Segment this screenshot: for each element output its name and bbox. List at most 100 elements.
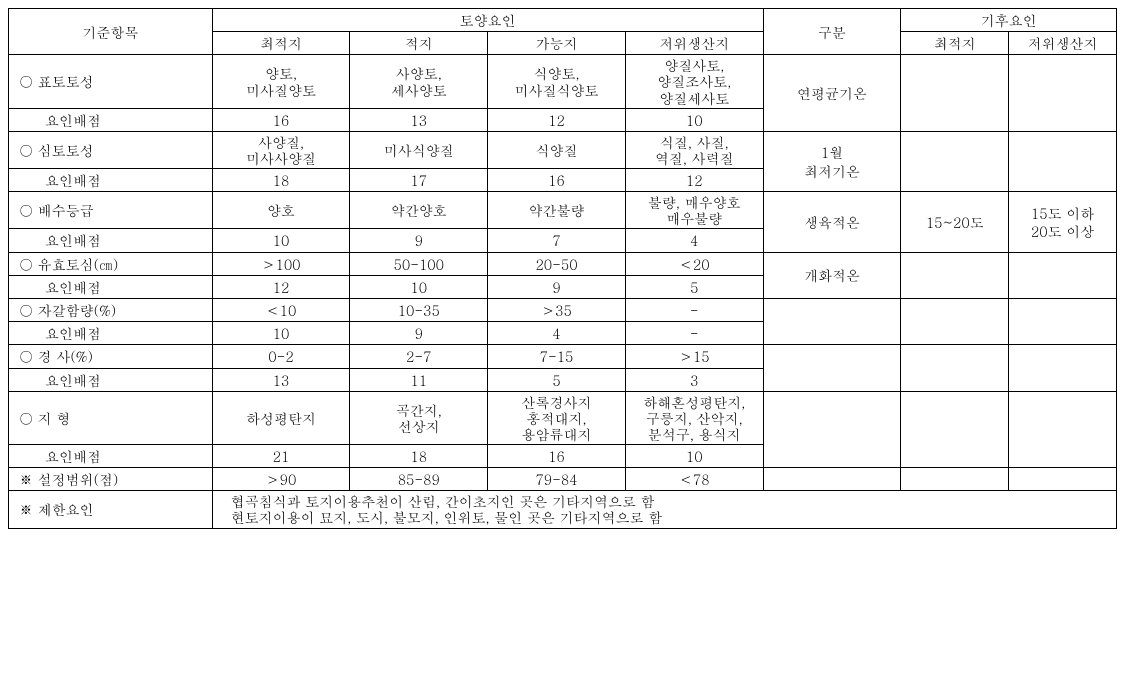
cell: 17: [350, 169, 488, 192]
climate-cell: [1009, 345, 1117, 391]
cell: 양질사토, 양질조사토, 양질세사토: [625, 55, 763, 108]
cell: -: [625, 298, 763, 321]
cell: 12: [625, 169, 763, 192]
row-label: 유효토심(㎝): [9, 252, 213, 275]
cell: 산록경사지 홍적대지, 용암류대지: [488, 391, 626, 444]
cell: 5: [625, 275, 763, 298]
cell: 4: [488, 322, 626, 345]
category-cell: [763, 298, 901, 344]
cell: [901, 468, 1009, 491]
row-label: 배수등급: [9, 192, 213, 229]
cell: ＞90: [212, 468, 350, 491]
climate-cell: [1009, 252, 1117, 298]
cell: 식양토, 미사질식양토: [488, 55, 626, 108]
cell: ＜20: [625, 252, 763, 275]
climate-cell: 15도 이하 20도 이상: [1009, 192, 1117, 252]
row-sublabel: 요인배점: [9, 108, 213, 131]
cell: 하해혼성평탄지, 구릉지, 산악지, 분석구, 용식지: [625, 391, 763, 444]
cell: 양호: [212, 192, 350, 229]
cell: 85-89: [350, 468, 488, 491]
cell: 양토, 미사질양토: [212, 55, 350, 108]
header-soil-col: 가능지: [488, 32, 626, 55]
cell: 7-15: [488, 345, 626, 368]
cell: 5: [488, 368, 626, 391]
cell: 약간양호: [350, 192, 488, 229]
cell: 10: [212, 322, 350, 345]
limit-label: 제한요인: [9, 491, 213, 528]
cell: 16: [488, 445, 626, 468]
cell: 16: [488, 169, 626, 192]
cell: 곡간지, 선상지: [350, 391, 488, 444]
row-sublabel: 요인배점: [9, 445, 213, 468]
cell: 미사식양질: [350, 131, 488, 168]
row-sublabel: 요인배점: [9, 275, 213, 298]
cell: 50-100: [350, 252, 488, 275]
criteria-table: 기준항목 토양요인 구분 기후요인 최적지 적지 가능지 저위생산지 최적지 저…: [8, 8, 1117, 529]
climate-cell: 15~20도: [901, 192, 1009, 252]
cell: ＞100: [212, 252, 350, 275]
row-label: 표토토성: [9, 55, 213, 108]
cell: 4: [625, 229, 763, 252]
category-cell: 개화적온: [763, 252, 901, 298]
cell: 18: [350, 445, 488, 468]
row-label: 경 사(%): [9, 345, 213, 368]
row-sublabel: 요인배점: [9, 322, 213, 345]
cell: 13: [212, 368, 350, 391]
cell: 10-35: [350, 298, 488, 321]
cell: 12: [212, 275, 350, 298]
cell: 21: [212, 445, 350, 468]
climate-cell: [1009, 55, 1117, 131]
cell: 11: [350, 368, 488, 391]
cell: ＞35: [488, 298, 626, 321]
category-cell: [763, 391, 901, 467]
header-climate-group: 기후요인: [901, 9, 1117, 32]
header-soil-col: 저위생산지: [625, 32, 763, 55]
cell: 하성평탄지: [212, 391, 350, 444]
cell: 사양질, 미사사양질: [212, 131, 350, 168]
category-cell: 생육적온: [763, 192, 901, 252]
category-cell: 연평균기온: [763, 55, 901, 131]
row-label: 지 형: [9, 391, 213, 444]
header-category: 구분: [763, 9, 901, 55]
header-soil-col: 최적지: [212, 32, 350, 55]
cell: [763, 468, 901, 491]
header-soil-col: 적지: [350, 32, 488, 55]
cell: 10: [350, 275, 488, 298]
cell: -: [625, 322, 763, 345]
cell: ＜10: [212, 298, 350, 321]
header-criteria: 기준항목: [9, 9, 213, 55]
category-cell: [763, 345, 901, 391]
cell: 9: [350, 229, 488, 252]
cell: 10: [212, 229, 350, 252]
climate-cell: [901, 345, 1009, 391]
cell: 식양질: [488, 131, 626, 168]
cell: 9: [350, 322, 488, 345]
cell: 12: [488, 108, 626, 131]
cell: 16: [212, 108, 350, 131]
cell: 약간불량: [488, 192, 626, 229]
row-sublabel: 요인배점: [9, 229, 213, 252]
climate-cell: [901, 298, 1009, 344]
climate-cell: [1009, 391, 1117, 467]
row-label: 자갈함량(%): [9, 298, 213, 321]
cell: 7: [488, 229, 626, 252]
cell: 식질, 사질, 역질, 사력질: [625, 131, 763, 168]
cell: [1009, 468, 1117, 491]
cell: 3: [625, 368, 763, 391]
climate-cell: [1009, 298, 1117, 344]
cell: 10: [625, 445, 763, 468]
climate-cell: [901, 131, 1009, 191]
climate-cell: [1009, 131, 1117, 191]
cell: ＜78: [625, 468, 763, 491]
cell: 불량, 매우양호 매우불량: [625, 192, 763, 229]
cell: 9: [488, 275, 626, 298]
cell: 13: [350, 108, 488, 131]
cell: 사양토, 세사양토: [350, 55, 488, 108]
climate-cell: [901, 252, 1009, 298]
category-cell: 1월 최저기온: [763, 131, 901, 191]
header-soil-group: 토양요인: [212, 9, 763, 32]
row-sublabel: 요인배점: [9, 368, 213, 391]
cell: 79-84: [488, 468, 626, 491]
climate-cell: [901, 55, 1009, 131]
header-climate-col: 최적지: [901, 32, 1009, 55]
